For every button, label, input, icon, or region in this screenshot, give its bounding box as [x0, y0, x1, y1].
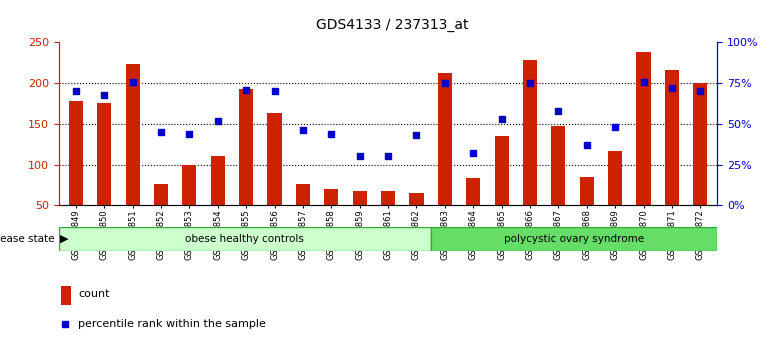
- Point: [552, 108, 564, 114]
- Point: [296, 127, 309, 133]
- Point: [126, 79, 139, 84]
- Point: [438, 80, 451, 86]
- Bar: [608, 151, 622, 205]
- Bar: [693, 83, 707, 205]
- Bar: [296, 184, 310, 205]
- Bar: [353, 192, 367, 205]
- Bar: [182, 165, 197, 205]
- Bar: [637, 52, 651, 205]
- Point: [467, 150, 480, 156]
- Point: [183, 131, 196, 137]
- Bar: [665, 70, 679, 205]
- Bar: [431, 227, 717, 251]
- Bar: [551, 126, 565, 205]
- Text: polycystic ovary syndrome: polycystic ovary syndrome: [504, 234, 644, 244]
- Bar: [523, 61, 537, 205]
- Bar: [211, 156, 225, 205]
- Point: [637, 79, 650, 84]
- Point: [609, 124, 622, 130]
- Point: [580, 142, 593, 148]
- Point: [354, 154, 366, 159]
- Point: [410, 132, 423, 138]
- Bar: [267, 113, 281, 205]
- Point: [524, 80, 536, 86]
- Bar: [495, 136, 509, 205]
- Point: [382, 154, 394, 159]
- Point: [59, 321, 72, 327]
- Bar: [579, 177, 593, 205]
- Bar: [325, 189, 339, 205]
- Point: [325, 131, 338, 137]
- Bar: [59, 227, 431, 251]
- Point: [666, 85, 678, 91]
- Point: [495, 116, 508, 122]
- Bar: [409, 193, 423, 205]
- Bar: [154, 184, 168, 205]
- Point: [70, 88, 82, 94]
- Point: [240, 87, 252, 92]
- Text: GDS4133 / 237313_at: GDS4133 / 237313_at: [316, 18, 468, 32]
- Bar: [239, 89, 253, 205]
- Point: [694, 88, 706, 94]
- Bar: [125, 64, 140, 205]
- Bar: [69, 101, 83, 205]
- Bar: [97, 103, 111, 205]
- Text: obese healthy controls: obese healthy controls: [186, 234, 304, 244]
- Bar: [60, 286, 71, 305]
- Point: [154, 129, 167, 135]
- Point: [98, 92, 111, 97]
- Bar: [381, 192, 395, 205]
- Bar: [466, 178, 481, 205]
- Text: count: count: [78, 289, 110, 299]
- Text: ▶: ▶: [60, 234, 69, 244]
- Text: percentile rank within the sample: percentile rank within the sample: [78, 319, 267, 329]
- Bar: [437, 73, 452, 205]
- Point: [268, 88, 281, 94]
- Text: disease state: disease state: [0, 234, 55, 244]
- Point: [212, 118, 224, 124]
